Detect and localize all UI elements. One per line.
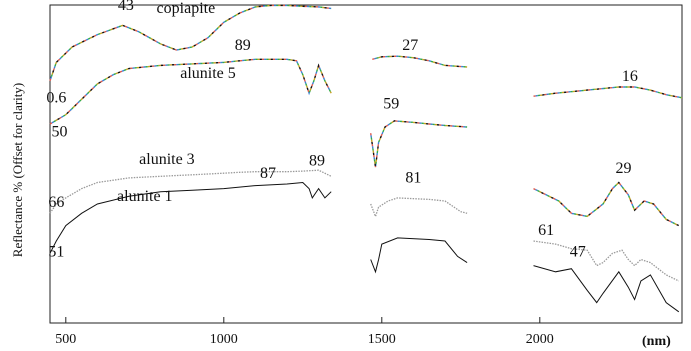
x-axis-unit: (nm) bbox=[642, 334, 671, 349]
x-tick-label: 500 bbox=[55, 332, 76, 347]
series-line bbox=[49, 58, 332, 125]
series-line bbox=[49, 4, 332, 82]
series-alunite-3 bbox=[49, 169, 680, 282]
annotation-label: alunite 3 bbox=[139, 151, 195, 168]
x-tick-label: 1500 bbox=[368, 332, 396, 347]
annotation-label: 59 bbox=[383, 96, 399, 113]
series-line bbox=[49, 4, 332, 82]
annotation-label: 89 bbox=[235, 37, 251, 54]
series-line bbox=[49, 181, 332, 254]
series-line bbox=[49, 58, 332, 125]
series-line bbox=[49, 58, 332, 125]
series-line bbox=[370, 237, 468, 274]
series-line bbox=[533, 86, 683, 99]
annotation-label: 50 bbox=[51, 123, 67, 140]
annotation-label: copiapite bbox=[157, 0, 216, 17]
annotation-label: 87 bbox=[260, 165, 276, 182]
annotation-label: 47 bbox=[570, 243, 586, 260]
series-line bbox=[533, 181, 680, 227]
series-line bbox=[533, 265, 680, 313]
series-line bbox=[370, 197, 468, 219]
annotation-label: 29 bbox=[616, 160, 632, 177]
x-tick-label: 1000 bbox=[210, 332, 238, 347]
annotation-label: 27 bbox=[402, 37, 418, 54]
annotation-label: 61 bbox=[538, 222, 554, 239]
x-tick-label: 2000 bbox=[526, 332, 554, 347]
series-alunite-5 bbox=[49, 58, 680, 227]
y-axis-label: Reflectance % (Offset for clarity) bbox=[10, 83, 25, 257]
plot-frame bbox=[49, 4, 683, 324]
series-line bbox=[372, 55, 468, 68]
series-line bbox=[372, 55, 468, 68]
series-line bbox=[533, 86, 683, 99]
series-line bbox=[533, 181, 680, 227]
series-line bbox=[533, 181, 680, 227]
series-line bbox=[533, 181, 680, 227]
annotation-label: alunite 5 bbox=[180, 65, 236, 82]
annotation-label: 43 bbox=[118, 0, 134, 14]
annotation-label: 16 bbox=[622, 68, 638, 85]
annotation-label: 0.6 bbox=[46, 89, 66, 106]
series-line bbox=[49, 4, 332, 82]
x-ticks: 500 1000 1500 2000 bbox=[55, 317, 554, 347]
annotations-layer: 43copiapite5489alunite 50.650271659aluni… bbox=[46, 0, 638, 260]
series-line bbox=[370, 120, 468, 168]
annotation-label: 89 bbox=[309, 153, 325, 170]
annotation-label: alunite 1 bbox=[117, 188, 173, 205]
annotation-label: 66 bbox=[48, 194, 64, 211]
annotation-label: 51 bbox=[48, 243, 64, 260]
series-line bbox=[370, 120, 468, 168]
series-alunite-1 bbox=[49, 181, 680, 313]
series-line bbox=[533, 240, 680, 282]
series-line bbox=[372, 55, 468, 68]
series-copiapite bbox=[49, 4, 683, 99]
series-line bbox=[533, 181, 680, 227]
annotation-label: 81 bbox=[405, 169, 421, 186]
series-layer bbox=[49, 4, 683, 313]
